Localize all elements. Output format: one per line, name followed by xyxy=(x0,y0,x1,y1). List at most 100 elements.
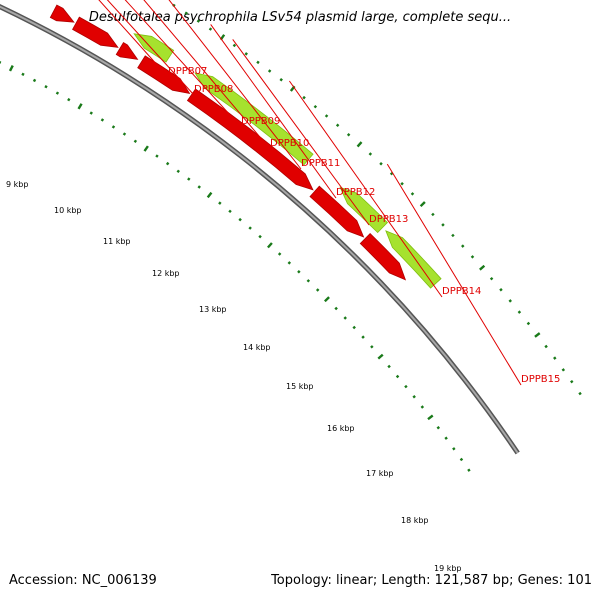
kbp-scale-label: 16 kbp xyxy=(327,424,355,433)
gene-label-dppb14: DPPB14 xyxy=(442,286,481,297)
scale-tick xyxy=(323,296,330,303)
gene-dppb15[interactable] xyxy=(309,185,365,238)
gene-label-leader xyxy=(386,163,522,386)
kbp-scale-label: 10 kbp xyxy=(54,206,82,215)
outer-tick xyxy=(279,78,283,82)
kbp-scale-label: 17 kbp xyxy=(366,469,394,478)
kbp-scale-label: 18 kbp xyxy=(401,516,429,525)
scale-tick xyxy=(176,169,180,174)
gene-label-leader xyxy=(210,24,337,199)
outer-tick xyxy=(244,52,248,56)
gene-unlabeled-12[interactable] xyxy=(359,232,407,281)
scale-tick xyxy=(8,65,14,72)
gene-label-dppb15: DPPB15 xyxy=(521,374,560,385)
gene-unlabeled-13[interactable] xyxy=(385,230,442,289)
gene-dppb11[interactable] xyxy=(115,41,139,60)
scale-tick xyxy=(267,242,273,249)
gene-label-dppb13: DPPB13 xyxy=(369,214,408,225)
scale-tick xyxy=(77,103,83,110)
scale-tick xyxy=(206,191,213,199)
gene-label-leader xyxy=(98,0,169,78)
kbp-scale-labels: 9 kbp 10 kbp 11 kbp 12 kbp 13 kbp 14 kbp 15 kb… xyxy=(6,180,462,573)
scale-tick xyxy=(370,345,374,349)
outer-tick xyxy=(335,123,340,127)
outer-tick xyxy=(470,255,475,259)
scale-tick xyxy=(297,270,301,274)
scale-tick xyxy=(420,405,425,409)
scale-tick xyxy=(228,209,232,214)
scale-tick xyxy=(187,177,191,181)
outer-tick xyxy=(419,201,426,208)
outer-tick xyxy=(410,192,415,196)
gene-dppb12[interactable] xyxy=(133,33,175,63)
outer-tick xyxy=(208,27,213,31)
scale-tick xyxy=(395,374,400,379)
scale-tick xyxy=(155,154,159,158)
map-title: Desulfotalea psychrophila LSv54 plasmid … xyxy=(88,10,512,25)
outer-tick xyxy=(368,152,373,156)
gene-label-dppb09: DPPB09 xyxy=(241,116,280,127)
outer-tick xyxy=(346,132,351,137)
outer-tick xyxy=(267,69,272,73)
scale-tick xyxy=(122,132,127,136)
genome-summary: Topology: linear; Length: 121,587 bp; Ge… xyxy=(269,573,594,588)
gene-label-leader xyxy=(106,0,195,96)
scale-tick xyxy=(436,426,441,430)
kbp-scale-label: 13 kbp xyxy=(199,305,227,314)
scale-tick xyxy=(343,316,347,320)
scale-tick xyxy=(258,234,262,239)
outer-tick xyxy=(553,356,557,360)
kbp-scale-label: 15 kbp xyxy=(286,382,314,391)
gene-label-leader xyxy=(289,80,443,298)
gene-label-dppb07: DPPB07 xyxy=(168,66,207,77)
kbp-scale-label: 12 kbp xyxy=(152,269,180,278)
scale-tick xyxy=(452,447,456,451)
backbone-line xyxy=(0,4,520,455)
outer-tick xyxy=(489,276,494,281)
scale-tick xyxy=(248,226,252,230)
scale-tick xyxy=(459,457,464,462)
outer-tick xyxy=(379,162,383,166)
scale-tick xyxy=(377,353,384,360)
outer-tick xyxy=(461,244,465,248)
outer-tick xyxy=(431,212,435,217)
backbone-highlight xyxy=(0,5,519,454)
outer-tick xyxy=(313,104,318,109)
outer-tick xyxy=(561,368,566,372)
outer-tick xyxy=(256,60,260,65)
gene-label-leader xyxy=(124,0,242,128)
scale-tick xyxy=(143,145,149,152)
outer-tick xyxy=(356,141,363,148)
scale-tick xyxy=(238,217,242,222)
scale-tick xyxy=(352,325,356,330)
gene-unlabeled-9[interactable] xyxy=(186,88,314,191)
scale-tick xyxy=(467,468,471,472)
outer-tick xyxy=(526,321,531,326)
scale-tick xyxy=(21,72,25,76)
scale-tick xyxy=(444,436,448,440)
outer-tick xyxy=(400,181,404,186)
outer-tick xyxy=(517,310,522,314)
scale-tick xyxy=(100,118,105,122)
scale-tick xyxy=(218,201,222,205)
kbp-scale-label: 9 kbp xyxy=(6,180,28,189)
gene-dppb09[interactable] xyxy=(49,4,75,23)
gene-unlabeled-11[interactable] xyxy=(339,186,389,234)
scale-tick xyxy=(44,85,48,89)
gene-label-dppb08: DPPB08 xyxy=(194,84,233,95)
gene-dppb13[interactable] xyxy=(137,55,191,95)
outer-tick xyxy=(544,344,548,349)
kbp-scale-label: 11 kbp xyxy=(103,237,131,246)
scale-tick xyxy=(67,97,71,102)
gene-label-dppb12: DPPB12 xyxy=(336,187,375,198)
scale-tick xyxy=(387,364,391,369)
outer-tick xyxy=(479,264,486,271)
scale-tick xyxy=(32,78,37,83)
inner-scale-ring xyxy=(0,61,471,472)
scale-tick xyxy=(197,185,201,189)
outer-tick xyxy=(570,379,574,384)
scale-tick xyxy=(361,335,365,339)
gene-label-dppb10: DPPB10 xyxy=(270,138,309,149)
gene-dppb10[interactable] xyxy=(71,16,119,48)
